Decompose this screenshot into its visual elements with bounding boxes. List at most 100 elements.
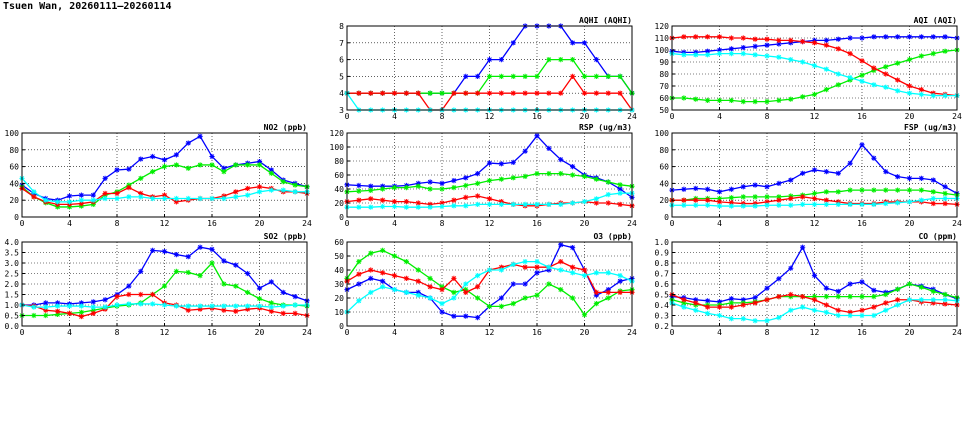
o3-ytick-label: 0: [339, 322, 344, 331]
o3-series-green-point: [534, 292, 540, 298]
o3-ytick-label: 40: [334, 266, 344, 275]
aqi-ytick-label: 90: [659, 58, 669, 67]
co-series-blue-point: [776, 276, 782, 282]
fsp-series-blue-point: [764, 184, 770, 190]
so2-xtick-label: 24: [302, 328, 312, 337]
so2-ytick-label: 0.0: [5, 322, 20, 331]
so2-series-green-point: [173, 268, 179, 274]
aqi-series-blue-point: [895, 34, 901, 40]
aqi-series-cyan-point: [681, 52, 687, 58]
o3-series-green-point: [581, 312, 588, 318]
o3-series-cyan-point: [498, 267, 504, 273]
aqhi-ytick-label: 4: [339, 89, 344, 98]
so2-series-green-point: [221, 281, 227, 287]
aqi-xtick-label: 4: [717, 112, 722, 121]
so2-series-red-point: [197, 306, 203, 312]
chart-o3: 0 4 8 12 16 20 24 0 10 20 30 40 50 60 O3 (ppb): [334, 232, 637, 337]
co-series-blue-point: [871, 287, 877, 293]
rsp-series-blue-point: [356, 182, 362, 189]
fsp-series-blue-point: [740, 184, 746, 190]
fsp-series-blue-point: [883, 169, 889, 175]
aqi-xtick-label: 16: [857, 112, 867, 121]
fsp-series-cyan-point: [835, 201, 841, 207]
so2-series-red-point: [185, 307, 191, 313]
so2-series-green-line: [22, 261, 308, 317]
aqi-series-cyan-point: [764, 53, 770, 59]
no2-series-green-point: [245, 162, 251, 168]
no2-series-blue-point: [268, 167, 274, 173]
aqhi-title: AQHI (AQHI): [579, 16, 632, 25]
o3-series-red-point: [522, 264, 528, 270]
rsp-series-green-point: [522, 173, 528, 179]
fsp-xtick-label: 16: [857, 219, 867, 228]
aqi-series-cyan-point: [716, 51, 723, 57]
so2-series-green-point: [161, 283, 168, 289]
no2-ytick-label: 80: [9, 146, 19, 155]
aqi-series-blue-point: [716, 47, 723, 53]
o3-series-red-point: [475, 284, 481, 290]
fsp-series-green-point: [930, 189, 936, 195]
so2-series-cyan-point: [31, 304, 37, 310]
co-series-red-point: [681, 297, 687, 303]
co-series-red-point: [693, 300, 699, 306]
fsp-xtick-label: 12: [810, 219, 820, 228]
co-series-green-point: [835, 294, 841, 300]
co-series-blue-point: [716, 299, 723, 305]
o3-series-green-point: [356, 259, 362, 265]
o3-series-red-point: [617, 289, 623, 295]
fsp-series-blue-point: [705, 186, 711, 192]
no2-series-green-point: [256, 162, 263, 168]
aqi-series-blue-point: [740, 45, 746, 51]
rsp-series-cyan-point: [558, 201, 564, 207]
o3-series-cyan-point: [380, 284, 386, 290]
so2-series-blue-point: [102, 297, 108, 303]
aqhi-series-red-point: [558, 90, 564, 96]
so2-series-cyan-point: [221, 303, 227, 309]
so2-series-red-point: [280, 310, 286, 316]
o3-series-cyan-point: [546, 264, 552, 270]
fsp-series-blue-point: [918, 175, 924, 181]
co-series-cyan-point: [740, 316, 746, 322]
aqi-series-red-point: [788, 37, 794, 43]
fsp-series-cyan-point: [871, 201, 877, 207]
aqhi-series-green-point: [427, 90, 433, 96]
co-series-green-point: [859, 294, 865, 300]
o3-ytick-label: 50: [334, 252, 344, 261]
no2-series-green-point: [185, 165, 191, 171]
co-series-blue-point: [788, 265, 794, 271]
o3-series-blue-point: [510, 281, 516, 287]
rsp-series-green-point: [546, 171, 552, 177]
aqi-series-blue-point: [764, 42, 770, 48]
rsp-series-cyan-point: [427, 204, 433, 210]
aqhi-series-blue-point: [498, 57, 504, 63]
fsp-series-blue-point: [906, 175, 913, 181]
so2-series-blue-point: [221, 258, 227, 264]
no2-series-red-point: [138, 190, 144, 197]
fsp-series-green-point: [847, 187, 853, 193]
no2-xtick-label: 8: [115, 219, 120, 228]
o3-series-green-point: [522, 295, 528, 301]
so2-series-blue-point: [173, 252, 179, 258]
co-series-green-point: [681, 300, 687, 306]
chart-co: 0 4 8 12 16 20 24 0.20.3 0.40.5 0.60.7 0.80.9 1.0 CO…: [655, 232, 962, 337]
fsp-series-cyan-point: [883, 200, 889, 207]
fsp-series-blue-point: [716, 189, 723, 195]
so2-series-cyan-point: [102, 304, 108, 310]
aqi-series-blue-point: [776, 41, 782, 47]
aqi-series-blue-point: [847, 35, 853, 41]
co-xtick-label: 0: [670, 328, 675, 337]
so2-series-red-point: [78, 313, 84, 320]
rsp-series-red-point: [356, 197, 362, 203]
no2-series-blue-point: [197, 133, 203, 139]
no2-title: NO2 (ppb): [264, 123, 307, 132]
co-xtick-label: 20: [905, 328, 915, 337]
aqhi-ytick-label: 7: [339, 39, 344, 48]
rsp-series-cyan-point: [356, 204, 362, 210]
o3-series-green-point: [403, 259, 409, 265]
fsp-series-red-point: [930, 200, 936, 207]
rsp-series-blue-point: [451, 178, 457, 184]
fsp-xtick-label: 0: [670, 219, 675, 228]
aqhi-series-red-point: [475, 90, 481, 96]
aqi-series-cyan-point: [847, 75, 853, 81]
rsp-series-green-point: [605, 179, 611, 185]
